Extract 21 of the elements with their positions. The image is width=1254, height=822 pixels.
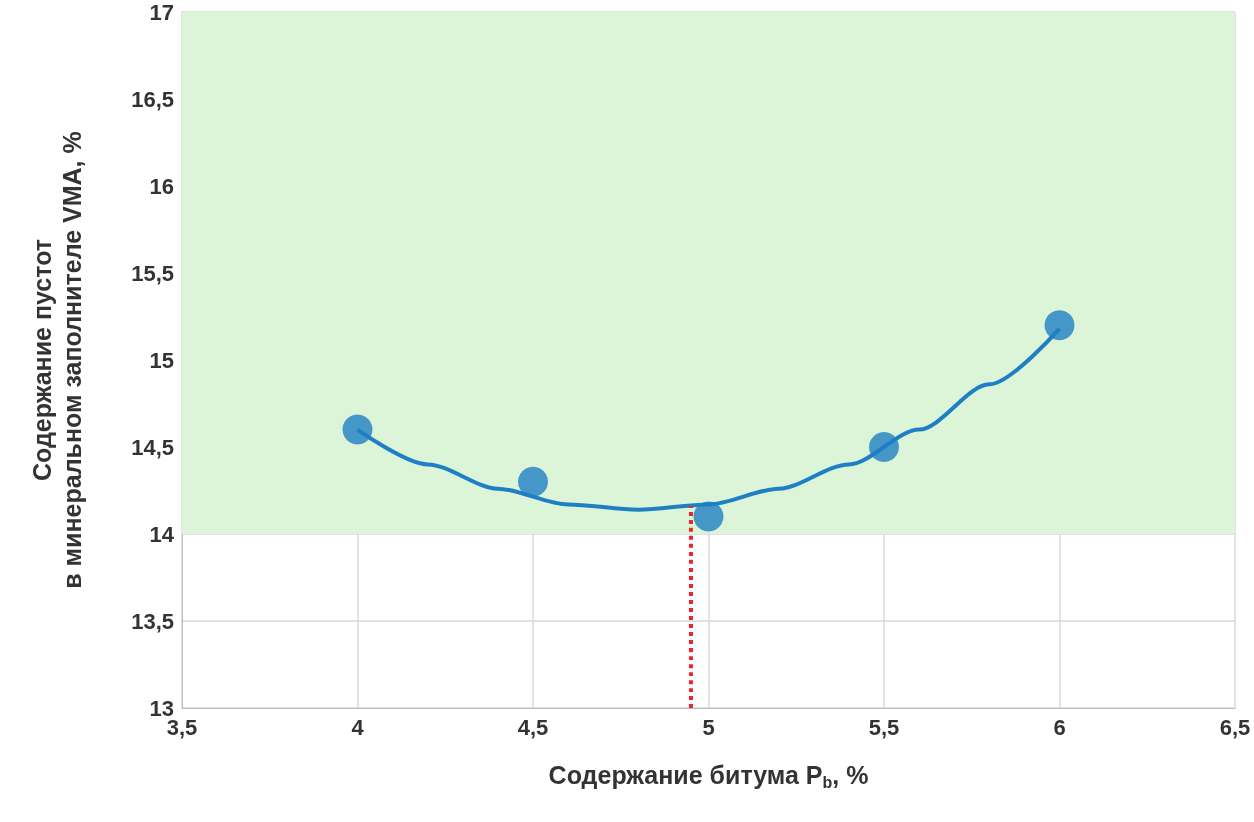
y-tick-label: 14,5: [131, 434, 174, 460]
y-tick-label: 15: [149, 347, 174, 373]
x-tick-label: 4,5: [517, 714, 549, 740]
point: [1044, 310, 1075, 341]
y-axis-title: Содержание пустот в минеральном заполнителе VMA, %: [28, 131, 86, 589]
y-tick-label: 16,5: [131, 86, 174, 112]
x-tick-label: 4: [351, 714, 365, 740]
y-tick-label: 13,5: [131, 608, 174, 634]
y-tick-label: 14: [149, 521, 175, 547]
point: [869, 432, 899, 462]
point: [342, 414, 373, 445]
y-tick-label: 16: [149, 173, 174, 199]
x-tick-label: 5: [702, 714, 715, 740]
y-tick-label: 15,5: [131, 260, 174, 286]
x-tick-label: 6: [1053, 714, 1066, 740]
point: [518, 466, 548, 497]
point: [693, 501, 724, 532]
y-tick-label: 17: [149, 0, 174, 25]
x-tick-label: 6,5: [1219, 714, 1251, 740]
y-tick-label: 13: [149, 695, 174, 721]
x-tick-label: 5,5: [868, 714, 900, 740]
